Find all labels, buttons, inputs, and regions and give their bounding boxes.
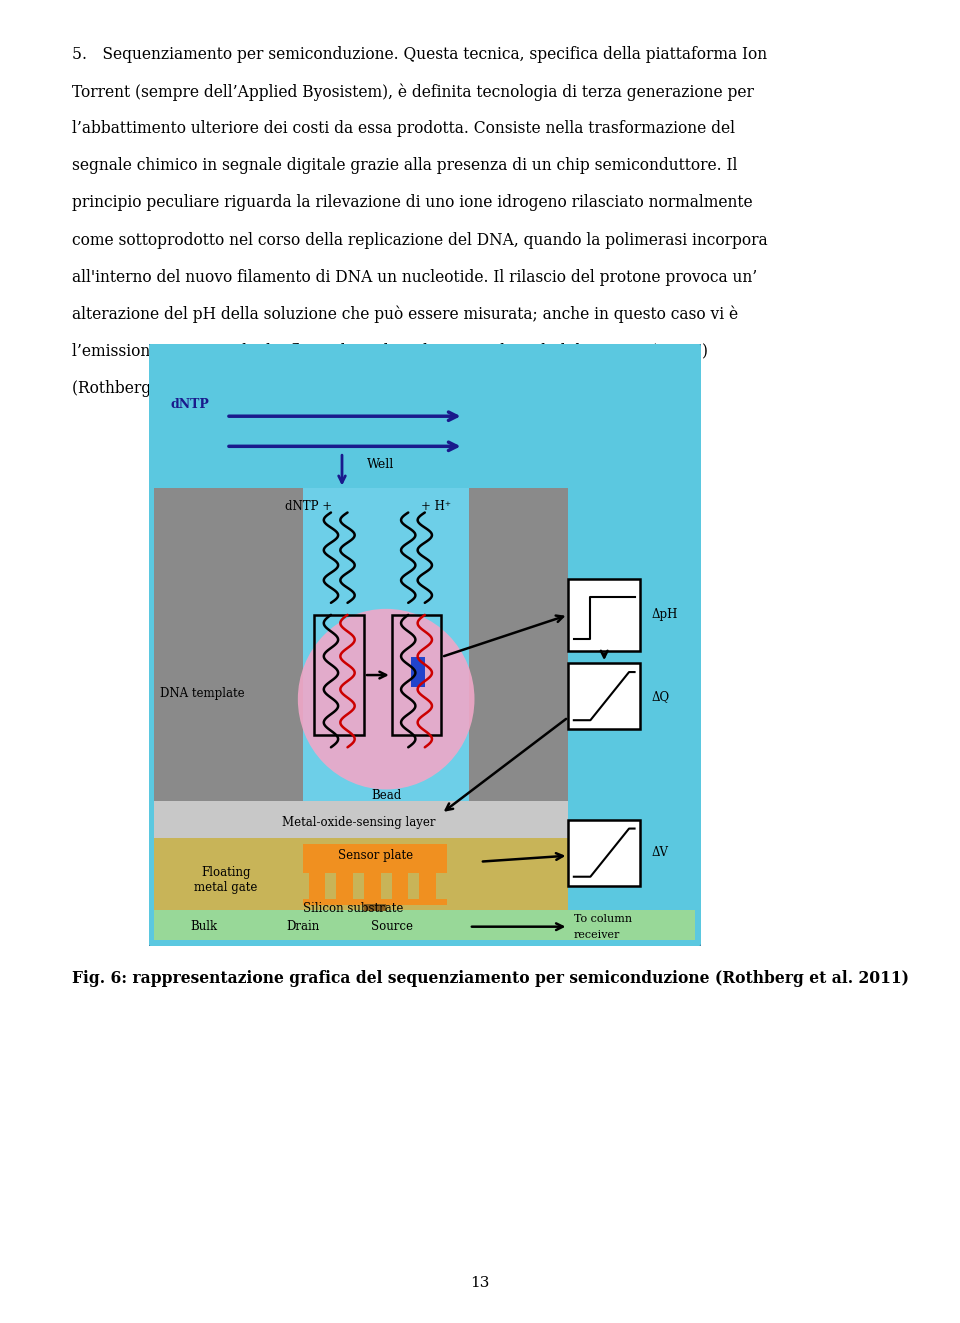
Text: come sottoprodotto nel corso della replicazione del DNA, quando la polimerasi in: come sottoprodotto nel corso della repli…: [72, 232, 768, 249]
Bar: [364, 904, 386, 912]
Bar: [392, 872, 408, 901]
Text: 13: 13: [470, 1275, 490, 1290]
Text: ΔV: ΔV: [651, 847, 668, 859]
FancyBboxPatch shape: [146, 341, 704, 949]
Text: l’emissione sequenziale dei flussi di nucleotidi seguiti da cicli di lavaggio. (: l’emissione sequenziale dei flussi di nu…: [72, 343, 708, 360]
Text: dNTP +: dNTP +: [285, 500, 332, 513]
Bar: [469, 488, 568, 802]
Bar: [303, 867, 446, 872]
Text: Well: Well: [367, 458, 395, 471]
Text: Fig. 6: rappresentazione grafica del sequenziamento per semiconduzione (Rothberg: Fig. 6: rappresentazione grafica del seq…: [72, 970, 909, 987]
Bar: [364, 872, 380, 901]
Bar: [303, 488, 469, 802]
Text: dNTP: dNTP: [171, 398, 209, 411]
Bar: [568, 819, 640, 886]
Text: Sensor plate: Sensor plate: [338, 849, 413, 863]
Text: 5. Sequenziamento per semiconduzione. Questa tecnica, specifica della piattaform: 5. Sequenziamento per semiconduzione. Qu…: [72, 46, 767, 64]
Bar: [155, 802, 568, 837]
Text: segnale chimico in segnale digitale grazie alla presenza di un chip semicondutto: segnale chimico in segnale digitale graz…: [72, 157, 737, 175]
Text: Metal-oxide-sensing layer: Metal-oxide-sensing layer: [282, 816, 435, 830]
Text: Floating
metal gate: Floating metal gate: [194, 865, 258, 894]
Text: ΔQ: ΔQ: [651, 689, 669, 703]
Bar: [155, 837, 568, 910]
Text: alterazione del pH della soluzione che può essere misurata; anche in questo caso: alterazione del pH della soluzione che p…: [72, 306, 738, 323]
Text: receiver: receiver: [574, 930, 620, 941]
Bar: [303, 900, 446, 905]
Text: l’abbattimento ulteriore dei costi da essa prodotta. Consiste nella trasformazio: l’abbattimento ulteriore dei costi da es…: [72, 120, 735, 138]
Text: Drain: Drain: [287, 921, 320, 933]
Text: Silicon substrate: Silicon substrate: [302, 902, 403, 916]
Bar: [568, 663, 640, 729]
Text: principio peculiare riguarda la rilevazione di uno ione idrogeno rilasciato norm: principio peculiare riguarda la rilevazi…: [72, 194, 753, 212]
Text: (Rothberg 2011): (Rothberg 2011): [72, 380, 202, 397]
Bar: [155, 488, 303, 802]
Bar: [309, 872, 325, 901]
Bar: [155, 910, 695, 939]
Bar: [420, 872, 436, 901]
Text: all'interno del nuovo filamento di DNA un nucleotide. Il rilascio del protone pr: all'interno del nuovo filamento di DNA u…: [72, 269, 757, 286]
Text: Bulk: Bulk: [190, 921, 218, 933]
Text: Bead: Bead: [371, 789, 401, 802]
Ellipse shape: [298, 609, 474, 790]
Text: ΔpH: ΔpH: [651, 609, 678, 622]
Text: + H⁺: + H⁺: [420, 500, 451, 513]
Bar: [303, 844, 446, 868]
Bar: [315, 615, 364, 736]
Bar: [568, 578, 640, 651]
Bar: [411, 658, 425, 687]
Text: DNA template: DNA template: [159, 687, 245, 700]
Bar: [337, 872, 353, 901]
Bar: [392, 615, 442, 736]
Text: To column: To column: [574, 914, 632, 923]
Text: Source: Source: [371, 921, 413, 933]
Text: Torrent (sempre dell’Applied Byosistem), è definita tecnologia di terza generazi: Torrent (sempre dell’Applied Byosistem),…: [72, 83, 754, 101]
